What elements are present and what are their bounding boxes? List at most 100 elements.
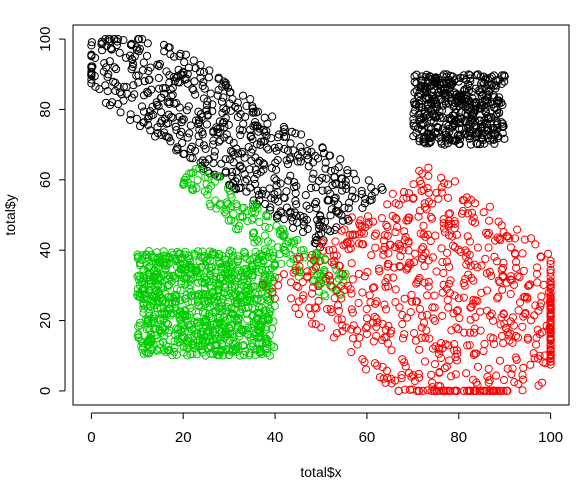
data-point-1646 (228, 309, 237, 318)
data-point-46 (121, 53, 131, 62)
data-point-2033 (255, 217, 264, 227)
data-point-2406 (383, 231, 392, 240)
data-point-1490 (213, 350, 222, 360)
data-point-355 (175, 130, 185, 139)
data-point-1931 (137, 337, 146, 346)
data-point-168 (312, 197, 321, 206)
data-point-2791 (371, 229, 381, 238)
data-point-2145 (308, 283, 318, 292)
data-point-1637 (265, 351, 274, 360)
data-point-416 (111, 86, 120, 96)
x-tick-label-100: 100 (538, 429, 563, 446)
data-point-2473 (456, 247, 465, 256)
data-point-2104 (223, 200, 232, 209)
data-point-1996 (250, 238, 259, 247)
data-point-2509 (442, 257, 451, 266)
data-point-1788 (139, 301, 148, 310)
data-point-2272 (380, 333, 389, 342)
data-point-105 (303, 147, 312, 156)
data-point-2222 (328, 245, 338, 254)
data-point-435 (270, 143, 279, 152)
data-point-1724 (262, 293, 271, 302)
data-point-954 (409, 121, 418, 130)
data-point-145 (198, 127, 207, 137)
data-point-158 (314, 220, 323, 229)
data-point-414 (137, 102, 147, 111)
data-point-632 (490, 139, 499, 148)
data-point-2660 (415, 177, 424, 186)
data-point-1652 (262, 337, 271, 346)
data-point-550 (100, 59, 109, 68)
y-tick-label-60: 60 (37, 171, 54, 188)
data-point-2619 (379, 236, 388, 245)
data-point-343 (209, 159, 218, 168)
data-point-23 (348, 186, 357, 195)
data-point-118 (287, 213, 296, 222)
data-point-2718 (546, 283, 555, 292)
data-point-1663 (221, 316, 230, 325)
data-point-2333 (460, 328, 469, 337)
data-point-570 (129, 60, 138, 69)
data-point-2035 (286, 259, 295, 268)
data-point-557 (253, 107, 262, 116)
data-point-1926 (217, 345, 226, 354)
data-point-2052 (320, 254, 330, 263)
data-point-2628 (363, 322, 372, 331)
data-point-1491 (193, 317, 202, 326)
data-point-285 (145, 75, 154, 84)
data-point-2500 (466, 261, 475, 270)
data-point-202 (209, 140, 218, 149)
data-point-283 (246, 95, 255, 104)
data-point-1713 (219, 312, 229, 321)
data-point-998 (425, 112, 434, 121)
data-point-2850 (408, 385, 417, 394)
data-point-2828 (546, 292, 555, 301)
data-point-2732 (383, 339, 392, 348)
data-point-523 (245, 165, 254, 174)
data-point-2458 (489, 339, 499, 349)
data-point-922 (433, 103, 442, 112)
data-point-1597 (270, 343, 279, 352)
data-point-2319 (417, 323, 426, 332)
data-point-1726 (262, 334, 271, 343)
data-point-1909 (160, 307, 169, 316)
data-point-2769 (342, 238, 351, 247)
data-point-2173 (419, 230, 428, 239)
data-point-2794 (484, 228, 493, 238)
data-point-2861 (516, 298, 525, 307)
data-point-2261 (424, 277, 433, 286)
data-point-364 (242, 175, 251, 184)
data-point-2518 (503, 232, 512, 241)
data-point-2528 (348, 230, 357, 239)
data-point-2002 (223, 184, 233, 193)
data-point-2203 (536, 302, 545, 311)
data-point-1672 (245, 256, 255, 265)
data-point-406 (248, 135, 257, 144)
data-point-372 (318, 144, 327, 153)
data-point-252 (173, 145, 182, 154)
data-point-2403 (506, 272, 515, 281)
data-point-172 (218, 118, 227, 127)
data-point-2309 (506, 243, 515, 252)
data-point-2681 (546, 340, 555, 349)
data-point-2668 (467, 208, 477, 217)
data-point-2384 (462, 369, 471, 378)
data-point-2831 (337, 294, 346, 303)
data-point-2260 (423, 310, 432, 319)
data-point-975 (495, 93, 504, 102)
data-point-486 (254, 158, 263, 167)
data-point-2597 (463, 232, 472, 241)
data-point-383 (291, 196, 300, 205)
data-point-319 (254, 127, 263, 136)
data-point-1577 (139, 349, 149, 359)
data-point-298 (246, 183, 255, 192)
data-point-325 (191, 64, 200, 73)
data-point-1923 (201, 309, 210, 318)
data-point-2564 (452, 323, 461, 332)
data-point-487 (196, 73, 205, 83)
data-point-391 (217, 97, 227, 106)
data-point-1933 (207, 263, 216, 272)
data-point-1712 (188, 340, 197, 350)
data-point-2756 (387, 326, 396, 335)
data-point-817 (462, 75, 471, 85)
